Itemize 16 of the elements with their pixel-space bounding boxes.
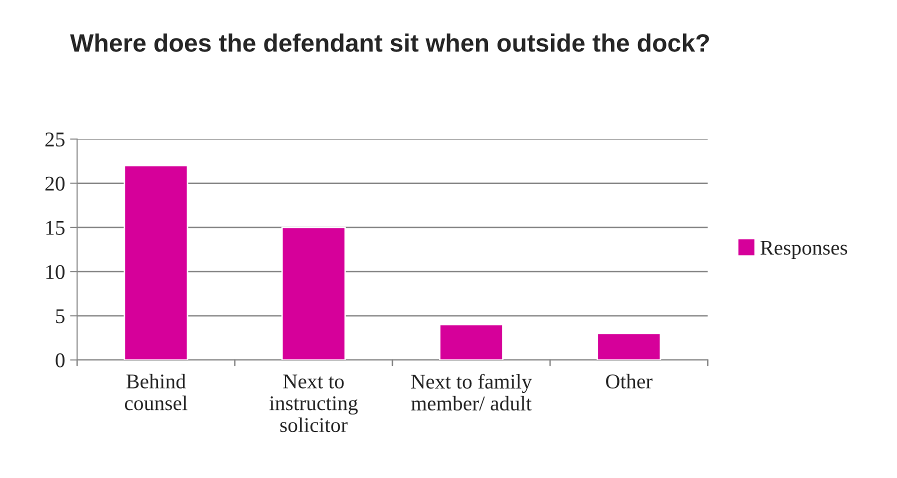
chart-title: Where does the defendant sit when outside the dock? (70, 33, 709, 52)
x-tick-label: Behind counsel (124, 374, 188, 410)
legend-label: Responses (760, 240, 848, 260)
bar (439, 324, 504, 360)
y-tick-label: 5 (56, 309, 65, 324)
x-tick-label: Other (606, 374, 652, 388)
x-tick-label: Next to instructing solicitor (269, 374, 358, 432)
y-tick-label: 25 (45, 132, 65, 147)
bar (281, 226, 346, 360)
y-tick-label: 10 (46, 264, 65, 280)
x-tick-label: Next to family member/ adult (411, 374, 532, 411)
y-tick-label: 15 (46, 220, 65, 235)
bar (596, 332, 662, 360)
bar (124, 164, 188, 360)
y-tick-label: 20 (45, 176, 65, 191)
y-tick-label: 0 (56, 353, 65, 368)
